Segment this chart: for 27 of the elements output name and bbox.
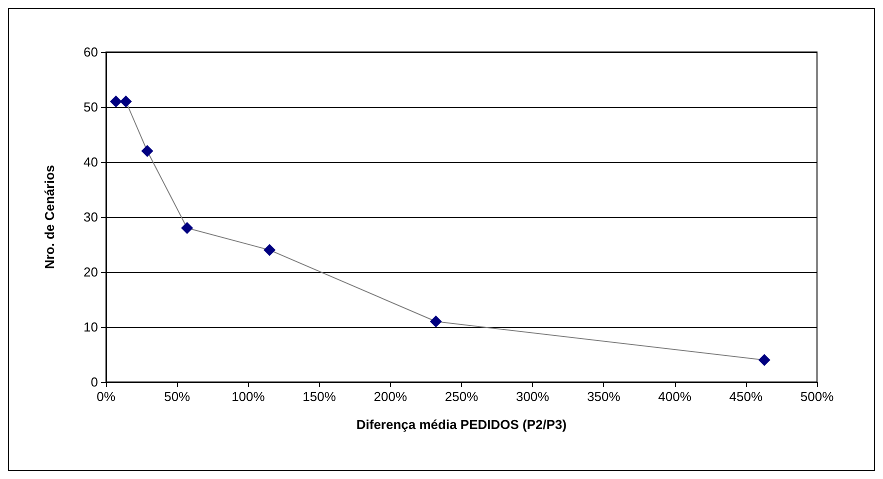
x-tick-label: 250%: [444, 389, 479, 404]
y-tick-label: 0: [90, 374, 98, 390]
point: [110, 96, 122, 108]
x-tick-label: 100%: [232, 389, 266, 404]
y-tick-label: 20: [84, 264, 98, 280]
x-tick-label: 400%: [658, 389, 692, 404]
y-tick-label: 10: [84, 320, 98, 334]
y-tick-label: 50: [84, 100, 98, 114]
y-tick-label: 60: [84, 44, 98, 60]
x-tick-label: 0%: [96, 389, 116, 404]
y-tick-label: 40: [84, 154, 98, 170]
x-axis-title: Diferença média PEDIDOS (P2/P3): [356, 417, 567, 432]
point: [264, 244, 276, 256]
point: [141, 145, 154, 157]
point: [430, 316, 442, 328]
x-tick-label: 350%: [587, 389, 621, 404]
point: [120, 96, 132, 108]
y-tick-label: 30: [84, 210, 98, 224]
x-tick-label: 150%: [302, 389, 336, 404]
x-tick-label: 50%: [164, 389, 191, 404]
point: [758, 354, 770, 366]
x-tick-label: 300%: [516, 389, 550, 404]
x-tick-label: 450%: [729, 389, 763, 404]
x-tick-label: 500%: [800, 389, 834, 404]
x-tick-label: 200%: [374, 389, 408, 404]
y-axis-title: Nro. de Cenários: [42, 164, 57, 270]
point: [181, 222, 194, 234]
